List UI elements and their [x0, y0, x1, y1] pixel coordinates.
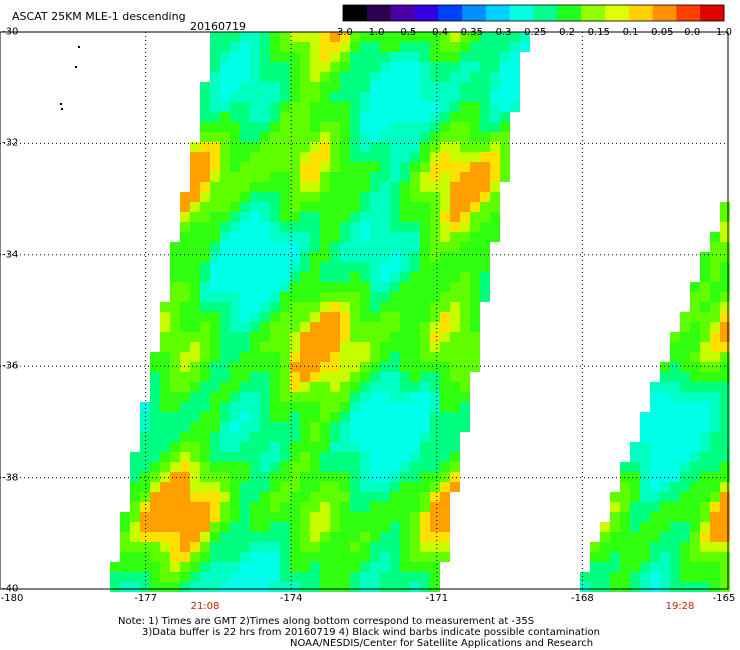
colorbar-label: -0.25 — [520, 27, 547, 38]
colorbar-label: -0.4 — [428, 27, 449, 38]
stray-mark — [60, 103, 62, 105]
map-title: ASCAT 25KM MLE-1 descending — [12, 10, 186, 23]
colorbar-label: -0.1 — [618, 27, 639, 38]
latitude-label: -34 — [2, 249, 19, 261]
map-frame — [0, 31, 729, 590]
longitude-label: -171 — [425, 593, 449, 604]
longitude-label: -165 — [712, 593, 736, 604]
colorbar-swatch — [485, 5, 511, 21]
note-line-3: NOAA/NESDIS/Center for Satellite Applica… — [290, 638, 594, 649]
colorbar-label: -0.5 — [396, 27, 417, 38]
colorbar-swatch — [604, 5, 630, 21]
colorbar-label: -0.15 — [584, 27, 610, 38]
latitude-label: -30 — [2, 26, 19, 38]
colorbar-swatch — [652, 5, 677, 21]
colorbar-swatch — [509, 5, 534, 21]
pass-time-right: 19:28 — [665, 601, 695, 612]
latitude-label: -32 — [2, 137, 19, 149]
colorbar-label: -0.2 — [555, 27, 576, 38]
colorbar-swatch — [366, 5, 392, 21]
colorbar-swatch — [343, 5, 368, 21]
longitude-label: -180 — [0, 593, 24, 604]
colorbar-label: -1.0 — [364, 27, 385, 38]
colorbar-label: -0.05 — [647, 27, 674, 38]
note-line-1: Note: 1) Times are GMT 2)Times along bot… — [118, 616, 535, 627]
stray-mark — [61, 108, 63, 110]
colorbar-swatch — [628, 5, 654, 21]
colorbar-label: -0.3 — [491, 27, 512, 38]
colorbar-label: -3.0 — [333, 27, 353, 38]
colorbar-label: -0.35 — [457, 27, 483, 38]
stray-mark — [75, 66, 77, 68]
colorbar-swatch — [700, 5, 725, 21]
colorbar-swatch — [533, 5, 558, 21]
note-line-2: 3)Data buffer is 22 hrs from 20160719 4)… — [142, 627, 600, 638]
colorbar-swatch — [390, 5, 415, 21]
colorbar-swatch — [462, 5, 487, 21]
stray-mark — [78, 46, 80, 48]
colorbar-label: 1.0 — [716, 27, 732, 38]
map-date: 20160719 — [190, 20, 246, 33]
colorbar-swatch — [581, 5, 606, 21]
pass-time-left: 21:08 — [190, 601, 220, 612]
colorbar-swatch — [414, 5, 439, 21]
colorbar-swatch — [557, 5, 582, 21]
latitude-label: -36 — [2, 360, 19, 372]
swath-data-layer — [110, 32, 730, 592]
map-gridlines — [0, 32, 728, 589]
longitude-label: -177 — [134, 593, 157, 604]
colorbar-swatch — [676, 5, 701, 21]
longitude-label: -174 — [279, 593, 303, 604]
colorbar-frame — [342, 4, 725, 22]
latitude-label: -38 — [2, 472, 19, 484]
colorbar-label: 0.0 — [684, 27, 701, 38]
longitude-label: -168 — [571, 593, 594, 604]
latitude-label: -40 — [2, 583, 19, 595]
colorbar — [342, 4, 725, 22]
colorbar-swatch — [438, 5, 463, 21]
